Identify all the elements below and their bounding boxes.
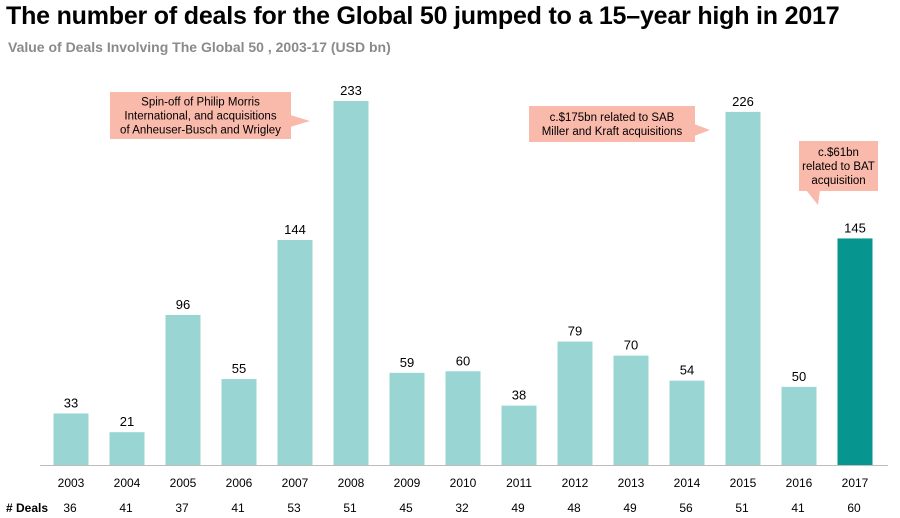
- bar-2004: [109, 432, 145, 465]
- bar-2006: [221, 379, 257, 465]
- deals-count-2009: 45: [399, 501, 413, 515]
- bar-2012: [557, 341, 593, 465]
- value-label-2008: 233: [340, 83, 362, 98]
- x-tick-label-2007: 2007: [282, 476, 309, 490]
- x-tick-label-2015: 2015: [730, 476, 757, 490]
- x-tick-label-2004: 2004: [114, 476, 141, 490]
- bar-2008: [333, 100, 369, 465]
- callout-box-2015: [529, 106, 695, 142]
- chart-subtitle: Value of Deals Involving The Global 50 ,…: [8, 39, 391, 55]
- callout-text-2017-1: related to BAT: [802, 161, 875, 173]
- value-label-2007: 144: [284, 222, 306, 237]
- deals-count-2015: 51: [735, 501, 749, 515]
- value-label-2017: 145: [844, 220, 866, 235]
- deals-count-2011: 49: [511, 501, 525, 515]
- deals-count-2005: 37: [175, 501, 189, 515]
- callout-text-2008-1: International, and acquisitions: [124, 111, 276, 123]
- deals-count-2013: 49: [623, 501, 637, 515]
- callout-text-2008-0: Spin-off of Philip Morris: [141, 97, 260, 109]
- callout-text-2015-1: Miller and Kraft acquisitions: [542, 126, 683, 138]
- deals-count-2007: 53: [287, 501, 301, 515]
- callout-pointer-2015: [694, 124, 710, 136]
- bar-2010: [445, 371, 481, 465]
- x-tick-label-2017: 2017: [842, 476, 869, 490]
- bar-2016: [781, 386, 817, 465]
- callout-pointer-2008: [290, 115, 310, 127]
- value-label-2012: 79: [568, 324, 582, 339]
- bar-2013: [613, 355, 649, 465]
- deals-count-2016: 41: [791, 501, 805, 515]
- callout-2015: c.$175bn related to SAB Miller and Kraft …: [529, 106, 710, 142]
- x-tick-label-2008: 2008: [338, 476, 365, 490]
- x-tick-label-2006: 2006: [226, 476, 253, 490]
- value-label-2006: 55: [232, 361, 246, 376]
- x-tick-label-2009: 2009: [394, 476, 421, 490]
- callout-text-2008-2: of Anheuser-Busch and Wrigley: [120, 125, 281, 137]
- bar-2003: [53, 413, 89, 465]
- bar-2007: [277, 240, 313, 465]
- value-label-2015: 226: [732, 94, 754, 109]
- deals-count-2017: 60: [847, 501, 861, 515]
- x-tick-label-2013: 2013: [618, 476, 645, 490]
- bar-2009: [389, 372, 425, 465]
- value-label-2003: 33: [64, 395, 78, 410]
- x-tick-label-2012: 2012: [562, 476, 589, 490]
- callout-pointer-2017: [806, 190, 820, 205]
- deals-count-2008: 51: [343, 501, 357, 515]
- value-label-2004: 21: [120, 414, 134, 429]
- bar-2017: [837, 238, 873, 465]
- bar-2014: [669, 380, 705, 465]
- value-label-2014: 54: [680, 363, 694, 378]
- bar-2015: [725, 111, 761, 465]
- deals-count-2003: 36: [63, 501, 77, 515]
- value-label-2013: 70: [624, 338, 638, 353]
- callout-text-2017-0: c.$61bn: [818, 147, 859, 159]
- callout-box-2017: [799, 141, 878, 191]
- x-tick-label-2005: 2005: [170, 476, 197, 490]
- deals-count-2012: 48: [567, 501, 581, 515]
- value-label-2009: 59: [400, 355, 414, 370]
- deals-count-2010: 32: [455, 501, 469, 515]
- callout-2017: c.$61bn related to BAT acquisition: [799, 141, 878, 205]
- callout-2008: Spin-off of Philip Morris International, …: [110, 92, 310, 139]
- deals-count-2006: 41: [231, 501, 245, 515]
- deals-count-2014: 56: [679, 501, 693, 515]
- value-label-2011: 38: [512, 388, 526, 403]
- x-tick-label-2011: 2011: [506, 476, 532, 490]
- value-label-2010: 60: [456, 353, 470, 368]
- bar-2005: [165, 315, 201, 465]
- callout-text-2017-2: acquisition: [811, 175, 865, 187]
- x-tick-label-2010: 2010: [450, 476, 477, 490]
- callout-box-2008: [110, 92, 291, 139]
- x-tick-label-2014: 2014: [674, 476, 701, 490]
- value-label-2016: 50: [792, 369, 806, 384]
- deals-count-2004: 41: [119, 501, 133, 515]
- value-label-2005: 96: [176, 297, 190, 312]
- callout-text-2015-0: c.$175bn related to SAB: [550, 112, 675, 124]
- chart-title: The number of deals for the Global 50 ju…: [6, 2, 840, 30]
- bar-2011: [501, 405, 537, 465]
- x-tick-label-2003: 2003: [58, 476, 85, 490]
- x-tick-label-2016: 2016: [786, 476, 813, 490]
- deals-row-label: # Deals: [6, 501, 48, 515]
